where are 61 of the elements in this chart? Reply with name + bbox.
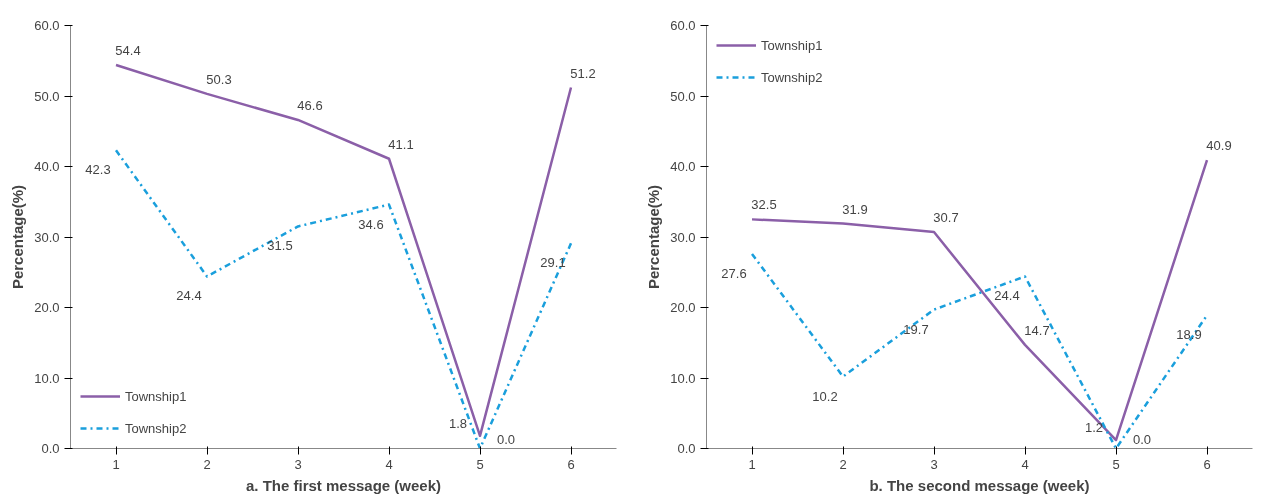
x-tick-label: 5 xyxy=(1112,456,1120,472)
line-series xyxy=(750,252,1209,449)
data-label: 32.5 xyxy=(751,197,777,213)
y-tick-label: 30.0 xyxy=(34,229,60,245)
x-axis-title: a. The first message (week) xyxy=(245,476,442,494)
data-label: 31.5 xyxy=(267,238,293,254)
y-axis-title: Percentage(%) xyxy=(645,184,663,290)
x-tick-label: 6 xyxy=(567,456,575,472)
data-label: 30.7 xyxy=(933,210,959,226)
data-label: 40.9 xyxy=(1206,138,1232,154)
y-tick-label: 30.0 xyxy=(670,229,696,245)
x-axis-title: b. The second message (week) xyxy=(869,476,1090,494)
y-tick-label: 10.0 xyxy=(34,370,60,386)
data-label: 51.2 xyxy=(570,65,596,81)
y-axis-title: Percentage(%) xyxy=(9,184,27,290)
data-label: 31.9 xyxy=(842,201,868,217)
data-label: 10.2 xyxy=(812,388,838,404)
x-tick-label: 2 xyxy=(203,456,211,472)
line-series xyxy=(114,149,573,449)
data-label: 24.4 xyxy=(176,288,202,304)
x-tick-label: 1 xyxy=(112,456,120,472)
y-tick-label: 60.0 xyxy=(34,18,60,33)
y-tick-label: 50.0 xyxy=(34,88,60,104)
data-label: 27.6 xyxy=(721,265,747,281)
x-tick-label: 1 xyxy=(748,456,756,472)
data-label: 50.3 xyxy=(206,71,232,87)
data-label: 46.6 xyxy=(297,97,323,113)
y-tick-label: 40.0 xyxy=(670,159,696,174)
x-tick-label: 5 xyxy=(476,456,484,472)
data-label: 18.9 xyxy=(1176,327,1202,343)
y-tick-label: 0.0 xyxy=(677,441,696,456)
x-tick-label: 4 xyxy=(1021,456,1029,472)
data-label: 0.0 xyxy=(1132,431,1152,447)
data-label: 54.4 xyxy=(115,42,141,58)
y-tick-label: 40.0 xyxy=(34,159,60,174)
x-tick-label: 3 xyxy=(930,456,938,472)
data-label: 29.1 xyxy=(540,255,566,271)
x-tick-label: 2 xyxy=(839,456,847,472)
data-label: 0.0 xyxy=(496,431,516,447)
data-label: 41.1 xyxy=(388,136,414,152)
data-label: 19.7 xyxy=(903,321,929,337)
legend-label: Township1 xyxy=(125,388,187,404)
y-tick-label: 10.0 xyxy=(670,370,696,386)
y-tick-label: 0.0 xyxy=(41,441,60,456)
line-series xyxy=(750,158,1209,442)
x-tick-label: 3 xyxy=(294,456,302,472)
data-label: 34.6 xyxy=(358,216,384,232)
legend-label: Township1 xyxy=(761,37,823,53)
x-tick-label: 6 xyxy=(1203,456,1211,472)
y-tick-label: 20.0 xyxy=(670,300,696,315)
y-tick-label: 50.0 xyxy=(670,88,696,104)
data-label: 24.4 xyxy=(994,288,1020,304)
y-tick-label: 20.0 xyxy=(34,300,60,315)
data-label: 1.2 xyxy=(1084,420,1104,436)
legend-label: Township2 xyxy=(125,420,187,436)
x-tick-label: 4 xyxy=(385,456,393,472)
y-tick-label: 60.0 xyxy=(670,18,696,33)
legend-label: Township2 xyxy=(761,69,823,85)
data-label: 42.3 xyxy=(85,162,111,178)
data-label: 1.8 xyxy=(448,415,468,431)
data-label: 14.7 xyxy=(1024,322,1050,338)
